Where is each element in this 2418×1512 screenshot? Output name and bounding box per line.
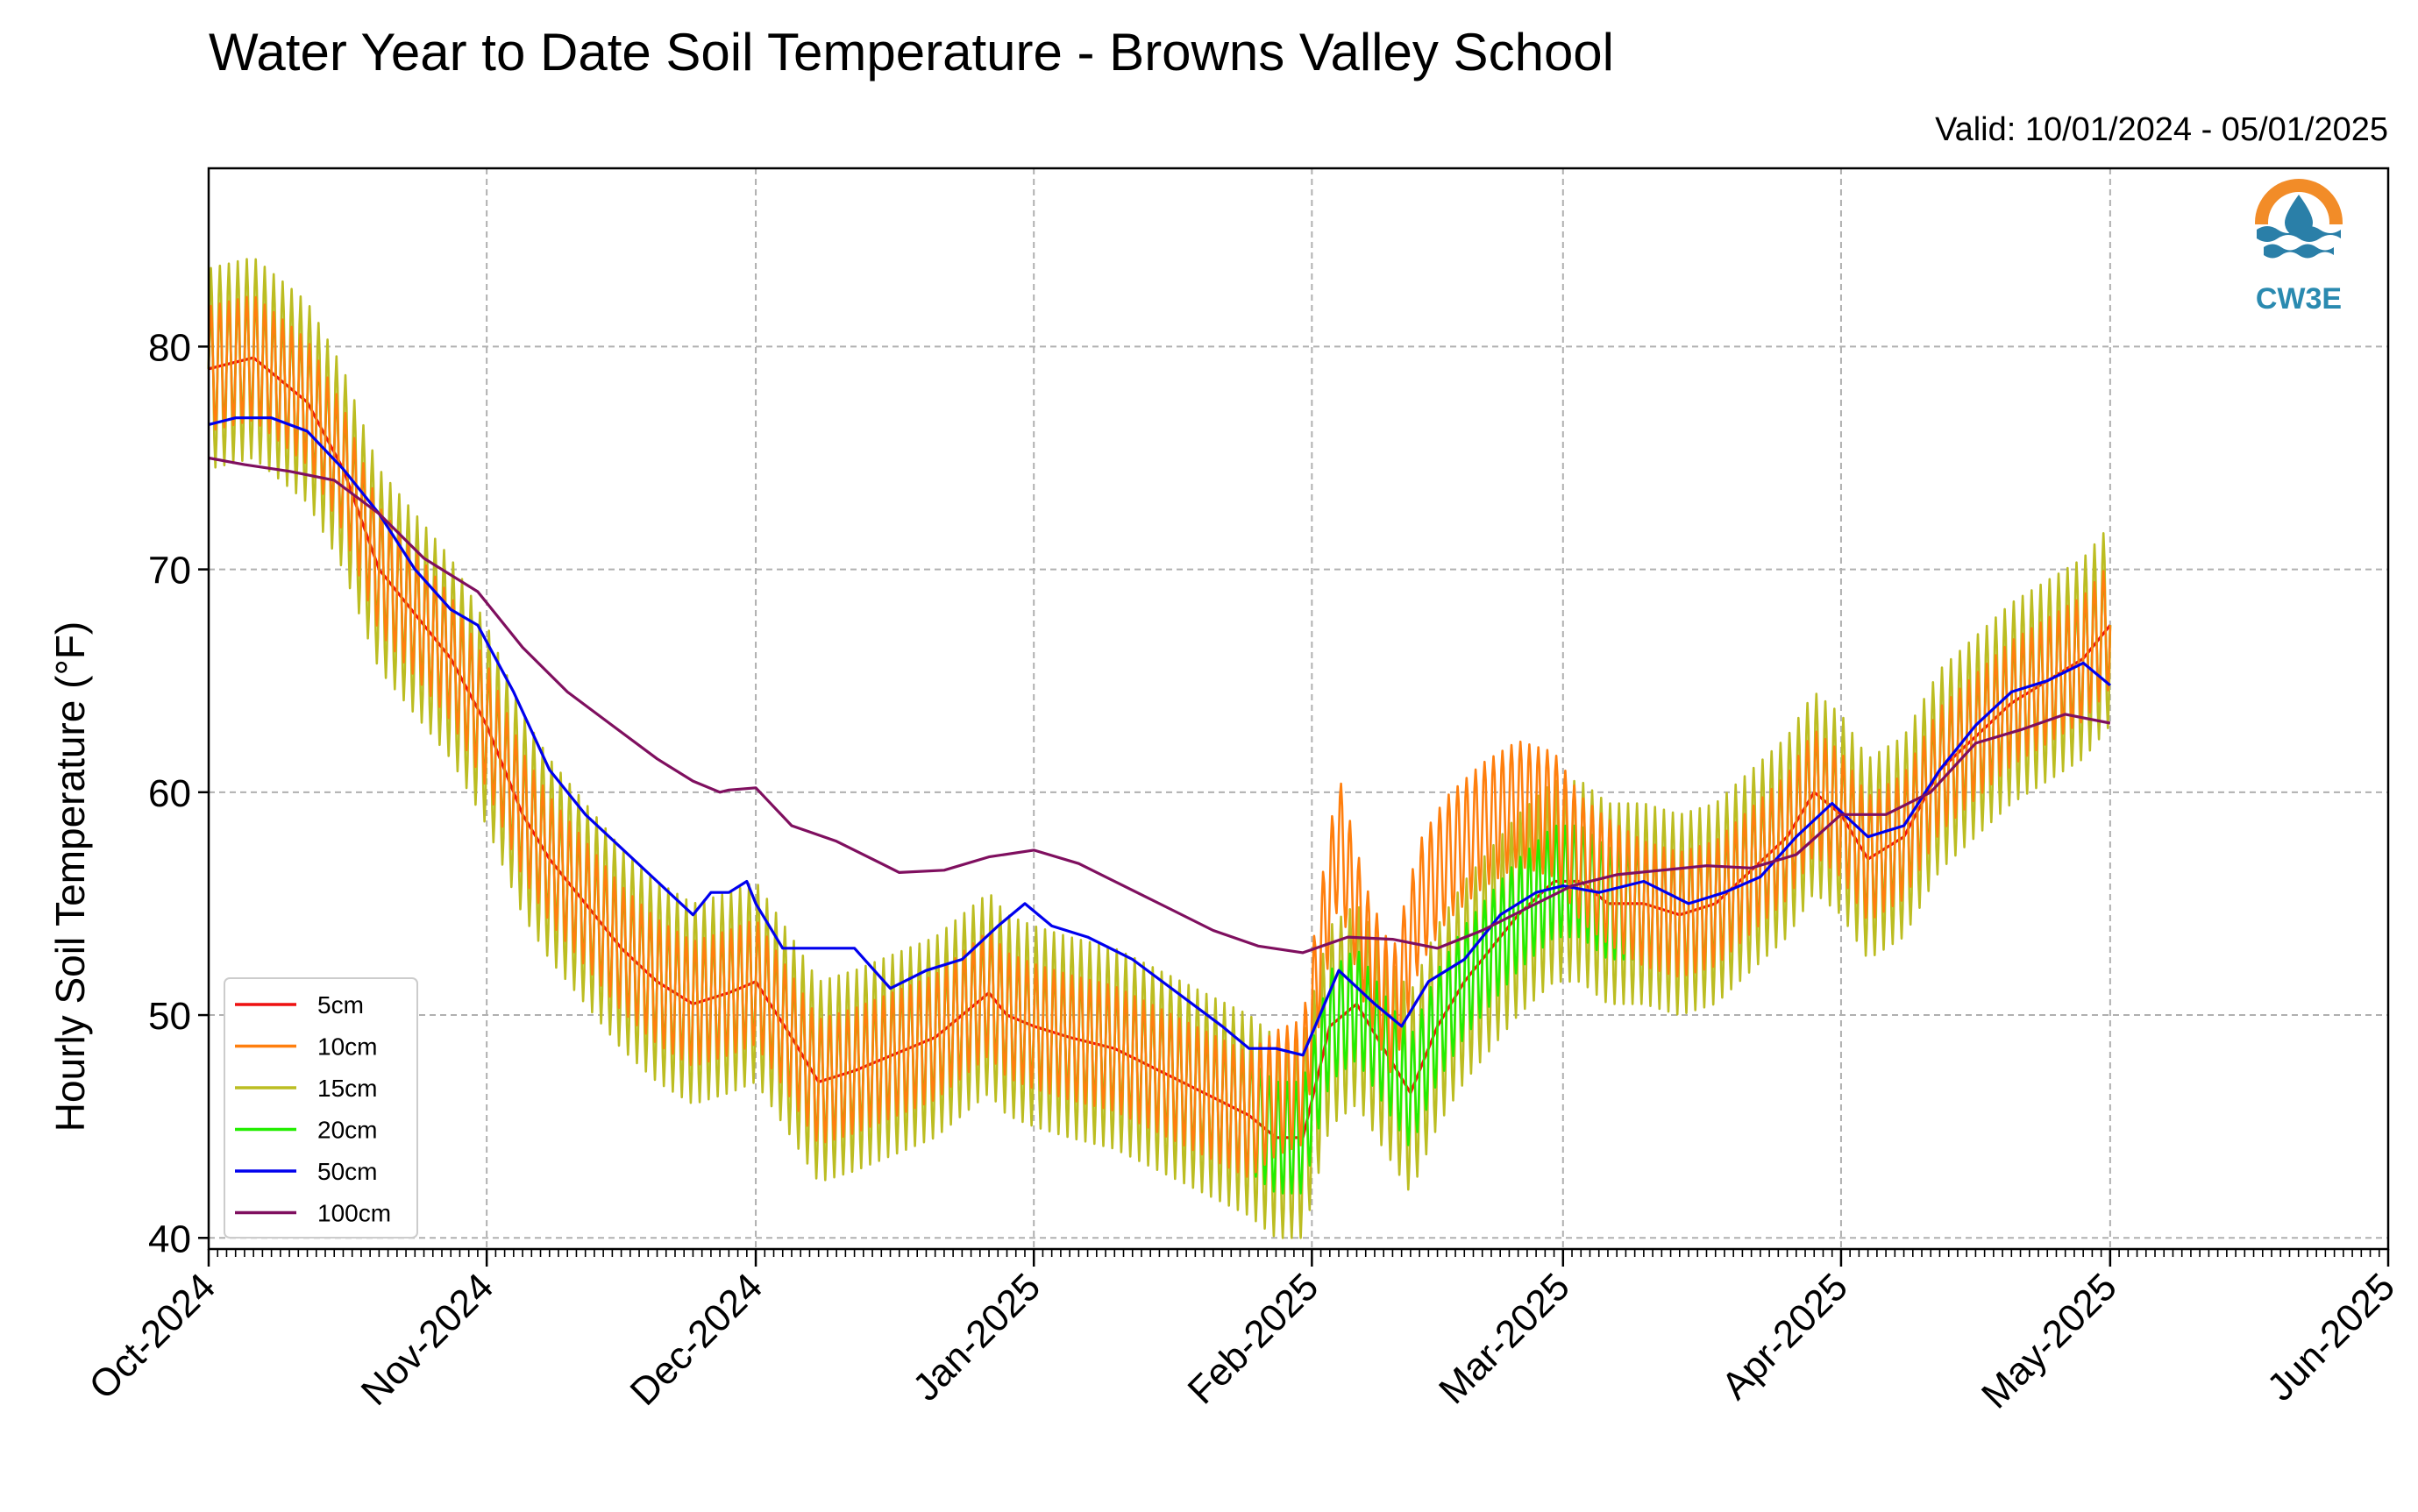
logo-text: CW3E: [2256, 282, 2342, 316]
x-tick-label-mar-2025: Mar-2025: [1431, 1265, 1578, 1412]
chart-title: Water Year to Date Soil Temperature - Br…: [209, 23, 1614, 82]
legend-label-20cm: 20cm: [317, 1117, 377, 1144]
x-tick-label-nov-2024: Nov-2024: [353, 1265, 502, 1414]
cw3e-logo: CW3E: [2255, 179, 2343, 316]
series-line-10cm: [207, 295, 2112, 1178]
x-tick-label-dec-2024: Dec-2024: [622, 1265, 772, 1414]
legend: 5cm 10cm 15cm 20cm 50cm 100cm: [224, 977, 418, 1239]
y-tick-label-80: 80: [148, 326, 191, 369]
x-tick-label-jan-2025: Jan-2025: [905, 1265, 1049, 1409]
legend-label-10cm: 10cm: [317, 1033, 377, 1061]
x-tick-label-oct-2024: Oct-2024: [81, 1265, 224, 1408]
y-tick-label-40: 40: [148, 1217, 191, 1260]
x-tick-label-may-2025: May-2025: [1974, 1265, 2125, 1416]
plot-frame: [207, 167, 2390, 1251]
logo-wave-icon-2: [2264, 244, 2334, 259]
chart-subtitle: Valid: 10/01/2024 - 05/01/2025: [1935, 111, 2388, 148]
legend-label-50cm: 50cm: [317, 1158, 377, 1185]
legend-label-15cm: 15cm: [317, 1075, 377, 1102]
legend-label-5cm: 5cm: [317, 991, 364, 1019]
x-tick-label-jun-2025: Jun-2025: [2259, 1265, 2403, 1409]
y-tick-label-60: 60: [148, 772, 191, 815]
legend-label-100cm: 100cm: [317, 1200, 391, 1227]
logo-drop-icon: [2285, 195, 2313, 237]
legend-box: [224, 977, 418, 1239]
y-axis-label: Hourly Soil Temperature (°F): [47, 621, 93, 1132]
series-line-50cm: [208, 416, 2111, 1057]
x-tick-label-feb-2025: Feb-2025: [1180, 1265, 1327, 1412]
x-tick-label-apr-2025: Apr-2025: [1713, 1265, 1856, 1408]
y-tick-label-50: 50: [148, 995, 191, 1038]
series-line-100cm: [208, 456, 2111, 955]
series-layer: [207, 258, 2112, 1239]
y-tick-label-70: 70: [148, 550, 191, 593]
